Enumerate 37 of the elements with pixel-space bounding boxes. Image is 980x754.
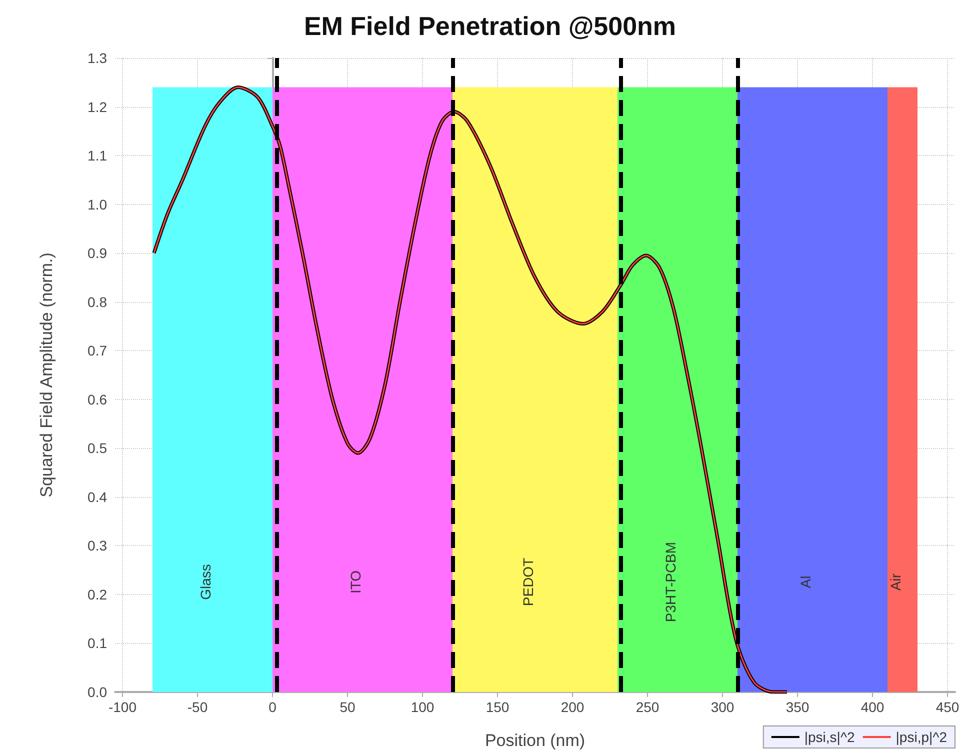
y-tick-label: 0.5 xyxy=(88,440,108,456)
band-label: PEDOT xyxy=(520,557,536,606)
x-tick-label: 250 xyxy=(636,699,660,715)
y-tick-label: 0.2 xyxy=(88,586,108,602)
x-tick-label: 400 xyxy=(860,699,884,715)
legend-label: |psi,s|^2 xyxy=(804,729,856,745)
x-tick-label: -100 xyxy=(108,699,137,715)
y-tick-label: 0.7 xyxy=(88,342,108,359)
y-tick-label: 0.6 xyxy=(88,391,108,408)
x-tick-label: 150 xyxy=(486,699,510,715)
legend-label: |psi,p|^2 xyxy=(896,729,948,745)
y-axis-title: Squared Field Amplitude (norm.) xyxy=(37,252,56,498)
y-tick-label: 1.0 xyxy=(88,196,108,212)
x-tick-label: 50 xyxy=(340,699,356,715)
x-tick-label: 0 xyxy=(268,699,277,715)
x-tick-label: 450 xyxy=(936,699,960,715)
y-tick-label: 0.8 xyxy=(88,294,108,310)
chart-title: EM Field Penetration @500nm xyxy=(304,11,676,41)
y-tick-label: 0.9 xyxy=(88,245,108,262)
band-label: Air xyxy=(888,573,904,591)
y-tick-label: 1.3 xyxy=(88,50,108,66)
y-tick-label: 0.4 xyxy=(88,488,108,505)
y-tick-label: 0.3 xyxy=(88,538,108,554)
x-tick-label: 350 xyxy=(786,699,810,715)
x-tick-label: -50 xyxy=(187,699,208,715)
band-label: ITO xyxy=(348,570,364,594)
x-tick-label: 300 xyxy=(710,699,734,715)
band-label: Al xyxy=(798,576,814,588)
x-tick-label: 200 xyxy=(560,699,584,715)
y-tick-label: 0.0 xyxy=(88,684,108,700)
y-tick-label: 0.1 xyxy=(88,635,108,652)
y-tick-label: 1.1 xyxy=(88,148,108,164)
y-tick-label: 1.2 xyxy=(88,98,108,115)
x-axis-title: Position (nm) xyxy=(484,731,586,750)
band-label: P3HT-PCBM xyxy=(662,542,678,622)
band-label: Glass xyxy=(198,564,214,600)
x-tick-label: 100 xyxy=(410,699,434,715)
